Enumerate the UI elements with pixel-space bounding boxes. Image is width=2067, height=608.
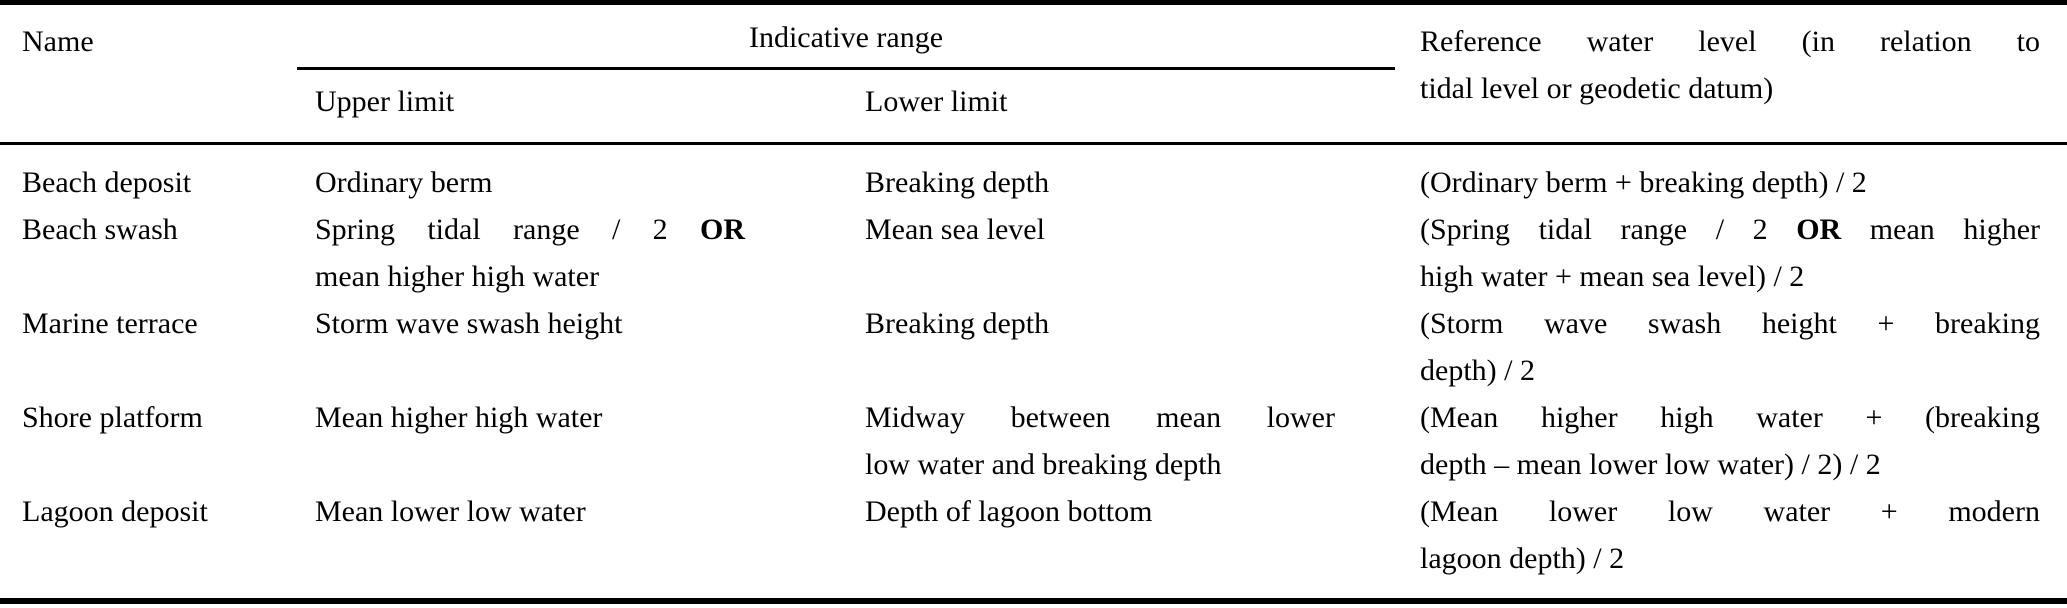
cell-reference: (Mean higher high water + (breaking depth… bbox=[1420, 401, 2040, 481]
header-lower-limit: Lower limit bbox=[865, 85, 1008, 118]
cell-upper-limit: Spring tidal range / 2 OR mean higher hig… bbox=[315, 213, 745, 293]
table-row: Beach swash Spring tidal range / 2 OR mea… bbox=[22, 206, 2045, 300]
cell-name: Marine terrace bbox=[22, 307, 198, 340]
cell-lower-limit: Breaking depth bbox=[865, 307, 1050, 340]
header-upper-limit: Upper limit bbox=[315, 85, 455, 118]
cell-upper-limit: Storm wave swash height bbox=[315, 307, 623, 340]
table-body: Beach deposit Ordinary berm Breaking dep… bbox=[0, 145, 2067, 598]
header-reference-water-level: Reference water level (in relation to tid… bbox=[1420, 25, 2040, 105]
cell-name: Lagoon deposit bbox=[22, 495, 208, 528]
cell-upper-limit: Ordinary berm bbox=[315, 166, 493, 199]
cell-reference: (Spring tidal range / 2 OR mean higher hi… bbox=[1420, 213, 2040, 293]
header-sub-row: Upper limit Lower limit bbox=[315, 82, 1420, 122]
cell-lower-limit: Depth of lagoon bottom bbox=[865, 495, 1153, 528]
cell-reference: (Storm wave swash height + breaking depth… bbox=[1420, 307, 2040, 387]
header-indicative-range-group: Indicative range Upper limit Lower limit bbox=[297, 15, 1420, 122]
cell-name: Shore platform bbox=[22, 401, 203, 434]
cell-reference: (Ordinary berm + breaking depth) / 2 bbox=[1420, 166, 1867, 199]
cell-name: Beach swash bbox=[22, 213, 178, 246]
header-name: Name bbox=[22, 25, 94, 58]
table-row: Marine terrace Storm wave swash height B… bbox=[22, 300, 2045, 394]
cell-upper-limit: Mean higher high water bbox=[315, 401, 603, 434]
cell-lower-limit: Mean sea level bbox=[865, 213, 1045, 246]
table-header: Name Indicative range Upper limit Lower … bbox=[0, 5, 2067, 145]
table-row: Lagoon deposit Mean lower low water Dept… bbox=[22, 488, 2045, 582]
cell-upper-limit: Mean lower low water bbox=[315, 495, 586, 528]
header-indicative-range: Indicative range bbox=[297, 15, 1395, 70]
table-row: Beach deposit Ordinary berm Breaking dep… bbox=[22, 159, 2045, 206]
cell-reference: (Mean lower low water + modern lagoon dep… bbox=[1420, 495, 2040, 575]
table-row: Shore platform Mean higher high water Mi… bbox=[22, 394, 2045, 488]
cell-lower-limit: Breaking depth bbox=[865, 166, 1050, 199]
cell-lower-limit: Midway between mean lower low water and b… bbox=[865, 401, 1335, 481]
cell-name: Beach deposit bbox=[22, 166, 192, 199]
